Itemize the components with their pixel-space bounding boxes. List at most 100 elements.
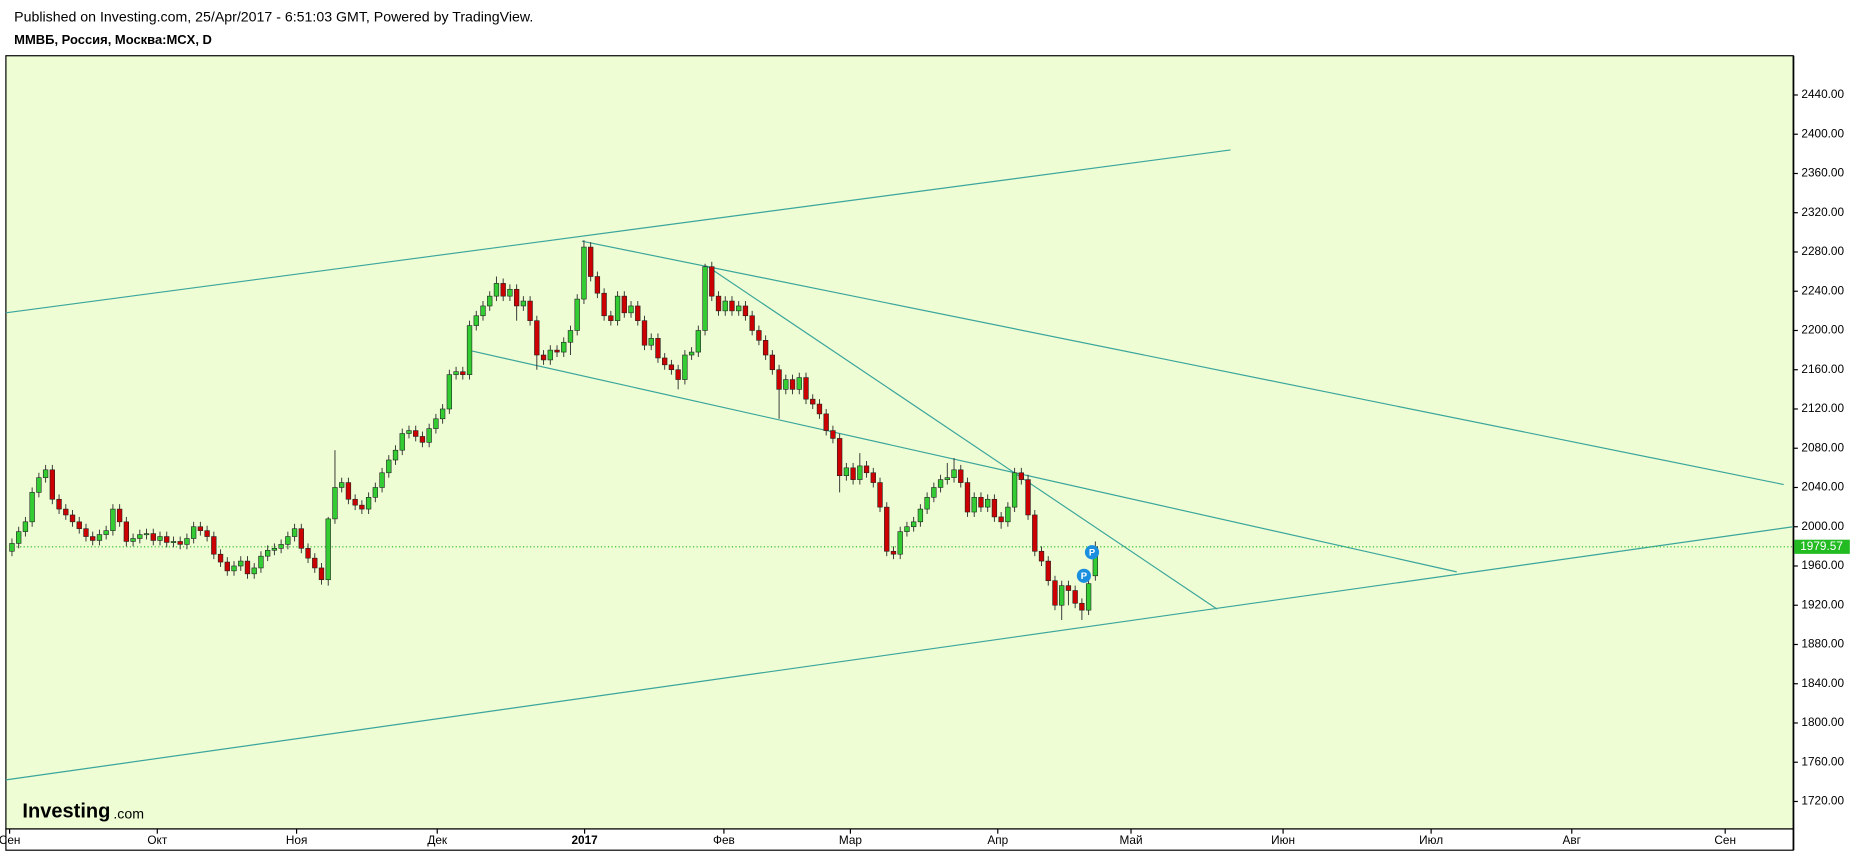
candle-body (143, 533, 150, 536)
candle-body (1005, 506, 1011, 523)
candle-body (372, 487, 378, 498)
y-tick-label: 1920.00 (1801, 597, 1844, 611)
candle-body (453, 371, 459, 375)
x-tick-label: Сен (1714, 833, 1736, 847)
candle-body (742, 305, 749, 317)
candle-body (1025, 479, 1031, 516)
trend-line (472, 350, 1457, 573)
candle-body (42, 469, 49, 478)
candle-body (507, 288, 513, 297)
candle-body (776, 369, 782, 390)
candle-body (1059, 585, 1065, 606)
candle-body (345, 482, 352, 500)
candle-body (749, 315, 755, 331)
candle-body (487, 295, 493, 307)
candle-body (49, 469, 55, 500)
logo-suffix: .com (113, 807, 144, 823)
candle-body (547, 349, 553, 361)
candle-body (473, 315, 479, 326)
candle-body (561, 341, 567, 353)
candle-body (406, 430, 412, 434)
annotation-label: P (1089, 547, 1095, 558)
candle-body (63, 508, 69, 516)
y-tick-label: 1800.00 (1801, 715, 1844, 729)
candle-body (608, 315, 614, 321)
candle-body (688, 351, 695, 356)
candle-body (211, 536, 217, 555)
candle-body (446, 374, 453, 410)
candle-body (265, 549, 271, 557)
candle-body (493, 283, 500, 297)
candle-body (278, 544, 284, 549)
candle-body (69, 514, 76, 523)
candle-body (682, 354, 688, 380)
y-tick-label: 2000.00 (1801, 519, 1844, 533)
x-tick-label: Дек (427, 833, 448, 847)
candle-body (534, 320, 540, 356)
trend-line (581, 240, 1784, 486)
candle-body (998, 516, 1004, 523)
candle-body (823, 413, 829, 431)
x-tick-label: Июн (1271, 833, 1295, 847)
candle-body (789, 379, 796, 390)
candle-body (433, 418, 439, 429)
logo: Investing (22, 801, 110, 823)
candle-body (581, 246, 587, 300)
x-tick-label: Май (1119, 833, 1142, 847)
y-tick-label: 2240.00 (1801, 283, 1844, 297)
candle-body (601, 292, 607, 317)
candle-body (480, 305, 486, 317)
candle-body (1065, 585, 1072, 591)
plot-area (5, 55, 1794, 830)
candle-body (897, 531, 903, 555)
candle-body (83, 528, 89, 537)
candle-body (594, 276, 601, 294)
trend-line (5, 149, 1231, 314)
x-tick-label: 2017 (571, 833, 598, 847)
candle-body (863, 465, 870, 474)
candle-body (675, 369, 681, 380)
x-tick-label: Окт (147, 833, 167, 847)
candle-body (830, 430, 836, 439)
candle-body (204, 530, 210, 537)
candle-body (298, 528, 304, 549)
chart-title: ММВБ, Россия, Москва:MCX, D (14, 32, 212, 47)
candle-body (574, 298, 580, 331)
candle-body (231, 565, 237, 572)
candle-body (285, 536, 291, 545)
candle-body (884, 506, 890, 552)
candle-body (857, 465, 863, 480)
candle-body (271, 548, 278, 551)
candle-body (439, 408, 446, 420)
y-tick-label: 2120.00 (1801, 401, 1844, 415)
candle-body (1052, 580, 1058, 606)
candle-body (964, 482, 971, 513)
x-tick-label: Июл (1419, 833, 1443, 847)
candle-body (870, 472, 876, 483)
candle-body (184, 538, 190, 545)
candle-body (224, 561, 230, 572)
candle-body (803, 377, 809, 400)
candle-body (520, 300, 527, 307)
last-price-label: 1979.57 (1800, 539, 1843, 553)
x-tick-label: Ноя (286, 833, 307, 847)
candle-body (1038, 550, 1045, 562)
candle-body (924, 497, 930, 510)
candle-body (96, 534, 103, 541)
candle-body (635, 305, 641, 321)
candle-body (588, 246, 594, 277)
candle-body (877, 482, 883, 508)
x-tick-label: Мар (839, 833, 863, 847)
last-price-tag (1794, 539, 1850, 554)
y-tick-label: 2200.00 (1801, 323, 1844, 337)
y-tick-label: 1720.00 (1801, 794, 1844, 808)
candle-body (850, 467, 856, 480)
y-tick-label: 1760.00 (1801, 754, 1844, 768)
candle-body (944, 477, 950, 480)
candle-body (9, 543, 15, 552)
x-tick-label: Сен (0, 833, 20, 847)
header: Published on Investing.com, 25/Apr/2017 … (14, 10, 533, 26)
candle-body (116, 508, 123, 523)
candle-body (1032, 514, 1038, 552)
candle-body (90, 536, 96, 541)
